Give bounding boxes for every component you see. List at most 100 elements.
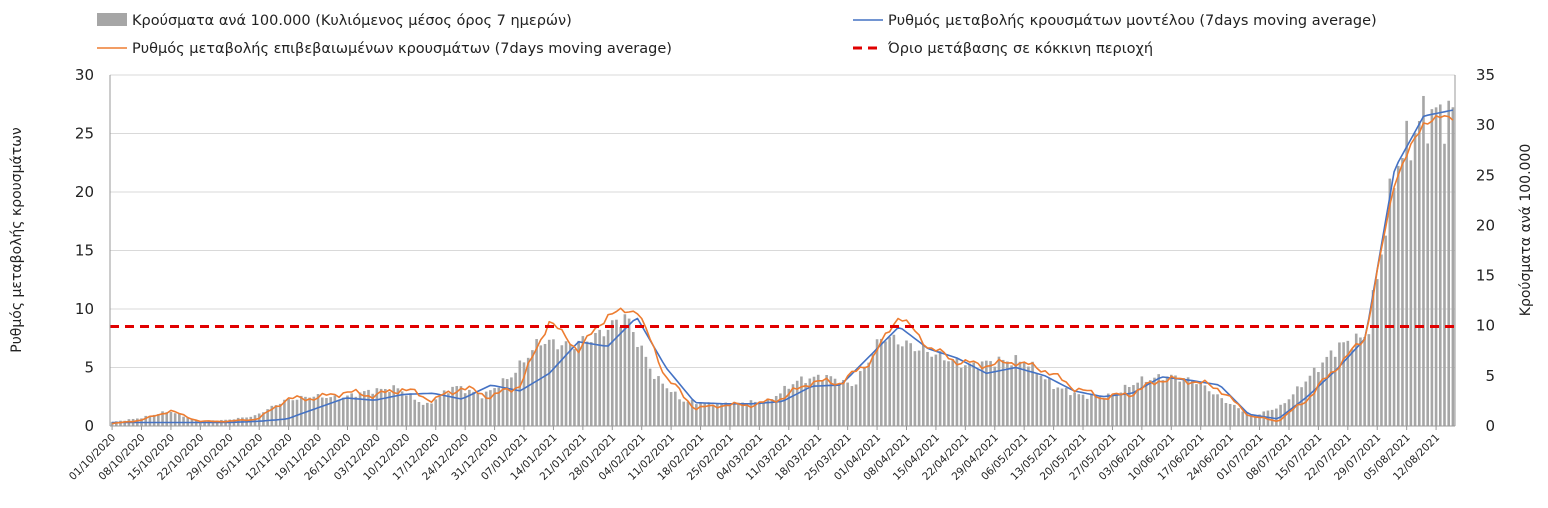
bar [455,386,459,426]
bar [724,402,728,426]
bar [619,326,622,426]
bar [341,397,345,426]
bar [451,386,454,426]
bar [1081,394,1085,426]
confirmed-rate-line [111,115,1454,425]
bar [1014,355,1018,426]
bar [951,359,955,426]
y-tick-right-label: 15 [1476,267,1495,285]
bar [800,376,803,426]
bar [178,413,181,426]
y-tick-left-label: 0 [84,417,94,435]
bar [678,399,681,426]
bar [1006,361,1009,426]
bar [413,399,417,426]
bar [1249,414,1253,426]
bar [1195,384,1198,426]
bar [514,372,517,426]
bar [989,361,992,426]
bar [716,403,719,426]
bar [665,388,669,426]
bar [938,351,942,426]
bar [1422,95,1425,427]
bar [1064,387,1068,426]
bar [1434,107,1438,426]
bar [854,384,858,426]
model-rate-line [112,109,1454,424]
bar [1329,350,1333,426]
bar [501,378,505,426]
bar [825,375,828,426]
bar [610,320,614,426]
bar [1317,372,1320,426]
bar [1043,379,1047,426]
bar [863,366,866,426]
bar [821,380,824,426]
legend-label-threshold: Όριο μετάβασης σε κόκκινη περιοχή [887,41,1153,57]
bar [1169,374,1173,426]
bar [493,388,496,426]
bar [1363,337,1366,426]
bar [871,354,875,426]
bar [1388,178,1392,426]
bar [858,371,862,426]
bar [1018,361,1022,426]
bar [367,389,370,426]
bar [400,391,404,426]
bar [274,405,278,426]
bar [850,386,854,426]
bar [728,405,732,426]
bar [867,362,870,426]
bar [846,382,849,426]
bar [1027,366,1030,426]
bar [577,340,580,426]
bar [333,395,337,426]
bar [468,389,471,426]
bar [699,402,702,426]
bar [964,365,967,426]
bar [644,356,648,426]
bar [497,387,501,426]
bar [1174,375,1177,426]
bar [354,396,358,426]
bar [325,397,328,426]
bar [1346,340,1350,426]
bar [1266,410,1270,426]
bar [1144,381,1148,426]
bar [598,329,601,426]
bar [270,405,274,426]
bar [1199,382,1203,426]
bar [669,392,673,426]
bar [753,401,757,426]
bar [879,338,883,426]
bar [1115,393,1118,426]
bar [535,339,538,426]
bar [985,360,988,426]
bar [741,402,744,426]
bar [1359,337,1362,426]
bar [1165,376,1169,426]
bar [291,400,295,426]
bar [405,395,408,426]
bar [770,399,774,426]
bar [1119,392,1123,426]
bar [1426,143,1429,426]
y-tick-right-label: 25 [1476,166,1495,184]
bar [833,378,837,426]
bar [762,402,765,426]
bar [661,383,665,426]
bar [1111,394,1114,426]
bar [552,339,555,426]
bar [640,345,643,426]
bar [362,391,366,426]
bar [905,340,908,426]
bar [1216,394,1219,426]
bar [1342,342,1345,426]
bar [484,391,488,426]
y-axis-right-label: Κρούσματα ανά 100.000 [1518,144,1534,316]
bar [144,415,148,426]
bar [1233,404,1236,426]
bar [379,388,383,426]
bar [631,332,635,426]
bar [972,362,976,426]
